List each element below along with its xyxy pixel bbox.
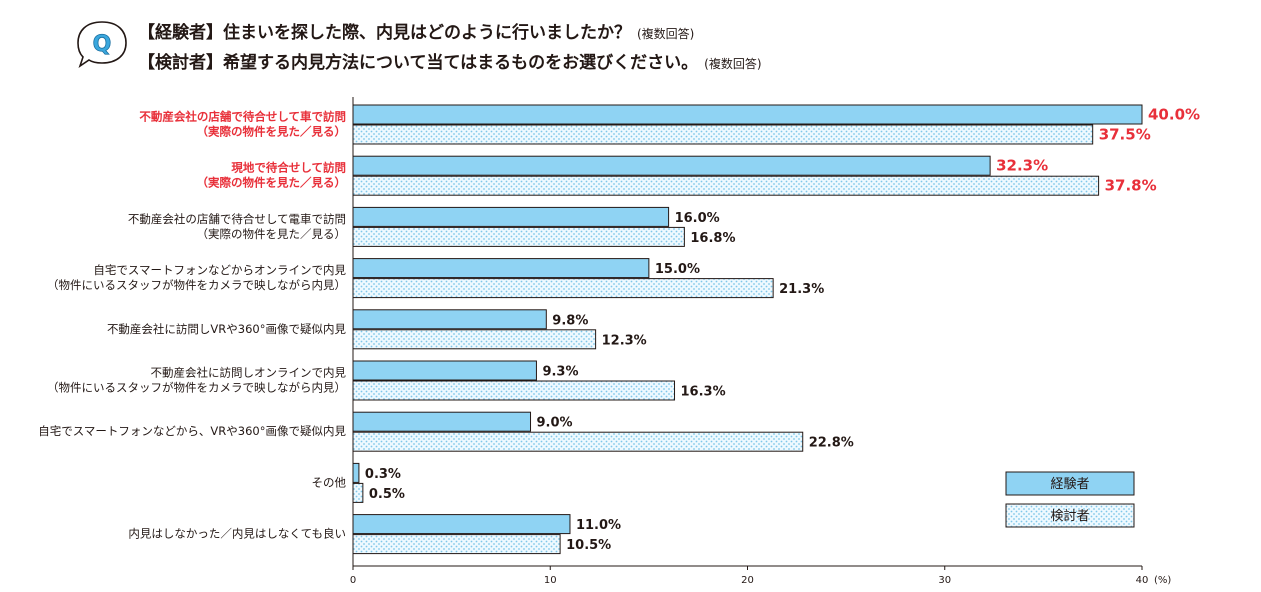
x-unit-label: (%) — [1154, 575, 1171, 586]
category-label: 不動産会社に訪問しVRや360°画像で疑似内見 — [107, 322, 347, 336]
value-label: 9.8% — [552, 313, 588, 328]
bar-experienced — [352, 104, 1143, 125]
value-label: 0.5% — [369, 487, 405, 502]
bar-experienced — [352, 155, 991, 176]
value-label: 22.8% — [809, 436, 854, 451]
category-label: （実際の物件を見た／見る） — [197, 227, 347, 241]
title-line-1-text: 【経験者】住まいを探した際、内見はどのように行いましたか？ — [138, 23, 631, 43]
value-label: 16.3% — [681, 385, 726, 400]
bar-considering — [352, 329, 597, 350]
value-label: 16.8% — [690, 231, 735, 246]
bar-considering — [352, 482, 364, 503]
legend-label: 検討者 — [1050, 508, 1089, 524]
bar-considering — [352, 124, 1094, 145]
title-line-2: 【検討者】希望する内見方法について当てはまるものをお選びください。 (複数回答) — [138, 48, 762, 73]
question-bubble-icon: Q — [77, 21, 127, 68]
category-label: （物件にいるスタッフが物件をカメラで映しながら内見） — [47, 278, 346, 292]
category-label: 現地で待合せして訪問 — [231, 161, 346, 175]
bar-considering — [352, 380, 676, 401]
bar-experienced — [352, 258, 650, 279]
value-label: 37.5% — [1099, 126, 1151, 144]
value-label: 10.5% — [566, 538, 611, 553]
category-label: 内見はしなかった／内見はしなくても良い — [128, 527, 346, 541]
value-label: 21.3% — [779, 282, 824, 297]
category-label: （実際の物件を見た／見る） — [197, 125, 347, 139]
value-label: 12.3% — [602, 333, 647, 348]
legend-swatch-considering — [1005, 503, 1135, 528]
title-line-2-note: (複数回答) — [704, 57, 762, 71]
category-label: 不動産会社の店舗で待合せして車で訪問 — [139, 110, 346, 124]
bar-experienced — [352, 360, 537, 381]
category-label: （実際の物件を見た／見る） — [197, 176, 347, 190]
x-tick-label: 0 — [350, 575, 356, 586]
bar-experienced — [352, 514, 571, 535]
title-line-1: 【経験者】住まいを探した際、内見はどのように行いましたか？ (複数回答) — [138, 18, 694, 43]
legend-swatch-experienced — [1005, 471, 1135, 496]
x-tick-label: 30 — [938, 575, 951, 586]
value-label: 0.3% — [365, 467, 401, 482]
bar-considering — [352, 175, 1100, 196]
value-label: 15.0% — [655, 262, 700, 277]
bar-considering — [352, 278, 774, 299]
bar-considering — [352, 226, 685, 247]
category-label: （物件にいるスタッフが物件をカメラで映しながら内見） — [47, 381, 346, 395]
title-line-2-text: 【検討者】希望する内見方法について当てはまるものをお選びください。 — [138, 53, 699, 73]
q-badge: Q — [72, 16, 132, 72]
q-badge-letter: Q — [93, 32, 112, 57]
category-label: その他 — [312, 475, 347, 489]
bar-experienced — [352, 462, 360, 483]
x-tick-label: 40 — [1136, 575, 1149, 586]
value-label: 40.0% — [1148, 106, 1200, 124]
title-line-1-note: (複数回答) — [637, 27, 695, 41]
bar-experienced — [352, 206, 670, 227]
bar-considering — [352, 534, 561, 555]
bar-experienced — [352, 309, 547, 330]
value-label: 32.3% — [996, 157, 1048, 175]
value-label: 9.0% — [537, 416, 573, 431]
category-label: 不動産会社に訪問しオンラインで内見 — [151, 366, 347, 380]
category-label: 自宅でスマートフォンなどから、VRや360°画像で疑似内見 — [38, 424, 346, 438]
value-label: 37.8% — [1105, 177, 1157, 195]
bar-experienced — [352, 411, 532, 432]
legend-label: 経験者 — [1050, 477, 1089, 492]
bar-considering — [352, 431, 804, 452]
category-label: 不動産会社の店舗で待合せして電車で訪問 — [128, 212, 346, 226]
x-tick-label: 20 — [741, 575, 754, 586]
value-label: 16.0% — [675, 211, 720, 226]
x-tick-label: 10 — [544, 575, 557, 586]
value-label: 9.3% — [542, 365, 578, 380]
value-label: 11.0% — [576, 518, 621, 533]
category-label: 自宅でスマートフォンなどからオンラインで内見 — [93, 263, 346, 277]
